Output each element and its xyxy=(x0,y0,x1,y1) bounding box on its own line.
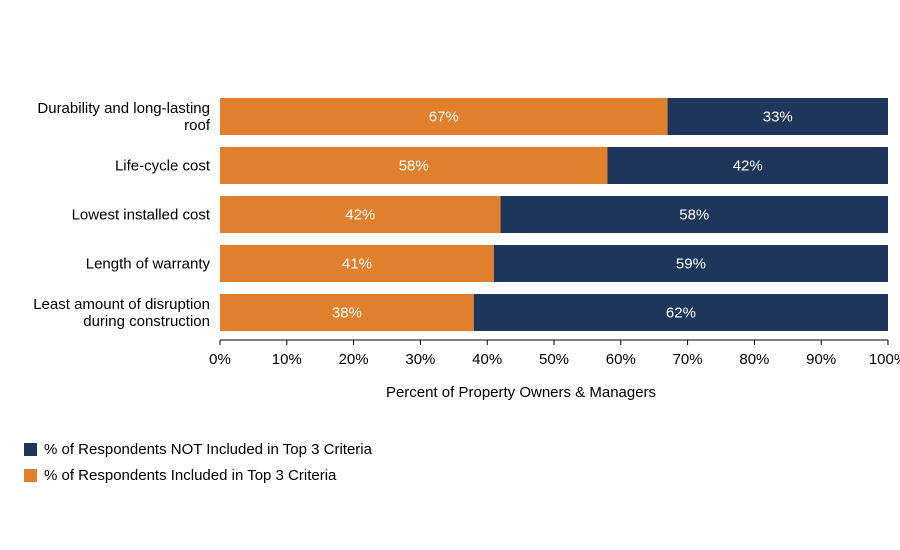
x-tick-label: 100% xyxy=(869,351,900,368)
x-tick-label: 20% xyxy=(339,351,369,368)
bar-value-label: 67% xyxy=(429,109,459,126)
legend-label: % of Respondents Included in Top 3 Crite… xyxy=(44,466,337,484)
legend-item-included: % of Respondents Included in Top 3 Crite… xyxy=(24,462,372,488)
bar-not-included xyxy=(493,245,888,282)
x-tick-label: 80% xyxy=(739,351,769,368)
bars-group: 67% 33% 58% 42% 42% 58% 41% 59% 38% 62% xyxy=(220,98,888,331)
bar-value-label: 33% xyxy=(763,109,793,126)
bar-not-included xyxy=(500,196,888,233)
bar-value-label: 58% xyxy=(399,158,429,175)
x-tick-label: 50% xyxy=(539,351,569,368)
bar-included xyxy=(220,98,668,135)
x-tick-label: 60% xyxy=(606,351,636,368)
category-label: Life-cycle cost xyxy=(115,158,211,175)
bar-value-label: 62% xyxy=(666,305,696,322)
bar-value-label: 42% xyxy=(733,158,763,175)
legend-swatch xyxy=(24,442,37,456)
x-tick-label: 10% xyxy=(272,351,302,368)
legend: % of Respondents NOT Included in Top 3 C… xyxy=(24,436,372,488)
bar-value-label: 38% xyxy=(332,305,362,322)
x-tick-label: 90% xyxy=(806,351,836,368)
category-label: Least amount of disruption during constru… xyxy=(33,296,210,330)
bar-not-included xyxy=(473,294,888,331)
category-label: Lowest installed cost xyxy=(72,207,211,224)
x-tick-label: 40% xyxy=(472,351,502,368)
category-label: Durability and long-lasting roof xyxy=(37,100,210,134)
bar-included xyxy=(220,196,501,233)
bar-value-label: 42% xyxy=(345,207,375,224)
bar-included xyxy=(220,294,474,331)
bar-included xyxy=(220,245,494,282)
x-tick-label: 0% xyxy=(209,351,231,368)
x-axis-title: Percent of Property Owners & Managers xyxy=(386,384,656,401)
bar-not-included xyxy=(667,98,888,135)
category-labels: Durability and long-lasting roof Life-cycl… xyxy=(33,100,211,330)
bar-value-label: 41% xyxy=(342,256,372,273)
legend-swatch xyxy=(24,468,37,482)
x-axis: 0% 10% 20% 30% 40% 50% 60% 70% 80% 90% 100% xyxy=(209,339,900,368)
bar-included xyxy=(220,147,608,184)
x-tick-label: 30% xyxy=(405,351,435,368)
x-tick-label: 70% xyxy=(673,351,703,368)
bar-not-included xyxy=(607,147,888,184)
legend-item-not-included: % of Respondents NOT Included in Top 3 C… xyxy=(24,436,372,462)
category-label: Length of warranty xyxy=(86,256,211,273)
bar-value-label: 58% xyxy=(679,207,709,224)
bar-value-label: 59% xyxy=(676,256,706,273)
legend-label: % of Respondents NOT Included in Top 3 C… xyxy=(44,440,372,458)
